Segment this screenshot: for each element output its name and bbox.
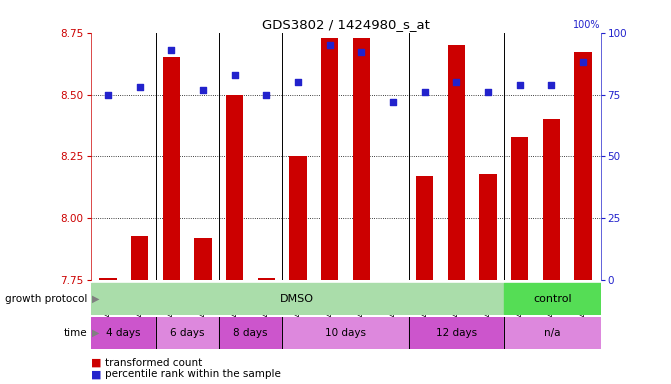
Text: ■: ■ [91,358,101,368]
Bar [156,318,219,349]
Bar [195,238,212,280]
Bar [504,318,601,349]
Text: DMSO: DMSO [280,293,314,304]
Text: ▶: ▶ [92,328,99,338]
Text: 12 days: 12 days [436,328,477,338]
Text: percentile rank within the sample: percentile rank within the sample [105,369,281,379]
Bar [289,156,307,280]
Bar [511,137,529,280]
Bar [282,318,409,349]
Bar [321,38,338,280]
Title: GDS3802 / 1424980_s_at: GDS3802 / 1424980_s_at [262,18,429,31]
Bar [258,278,275,280]
Text: 4 days: 4 days [106,328,140,338]
Point [198,86,209,93]
Point [451,79,462,85]
Point [166,47,176,53]
Point [482,89,493,95]
Point [356,50,367,56]
Point [419,89,430,95]
Point [546,81,557,88]
Text: growth protocol: growth protocol [5,293,87,304]
Text: 10 days: 10 days [325,328,366,338]
Bar [543,119,560,280]
Point [324,42,335,48]
Text: n/a: n/a [544,328,560,338]
Text: control: control [533,293,572,304]
Bar [416,176,433,280]
Bar [504,283,601,314]
Bar [448,45,465,280]
Point [578,59,588,65]
Text: ■: ■ [91,369,101,379]
Bar [99,278,117,280]
Text: time: time [64,328,87,338]
Point [229,72,240,78]
Bar [91,318,156,349]
Bar [131,236,148,280]
Bar [162,57,180,280]
Point [103,91,113,98]
Bar [353,38,370,280]
Text: 100%: 100% [573,20,601,30]
Bar [409,318,504,349]
Text: 8 days: 8 days [234,328,268,338]
Point [388,99,399,105]
Bar [574,53,592,280]
Point [293,79,303,85]
Text: ▶: ▶ [92,293,99,304]
Point [515,81,525,88]
Bar [219,318,282,349]
Text: 6 days: 6 days [170,328,205,338]
Bar [479,174,497,280]
Bar [91,283,504,314]
Bar [226,94,244,280]
Point [261,91,272,98]
Point [134,84,145,90]
Text: transformed count: transformed count [105,358,203,368]
